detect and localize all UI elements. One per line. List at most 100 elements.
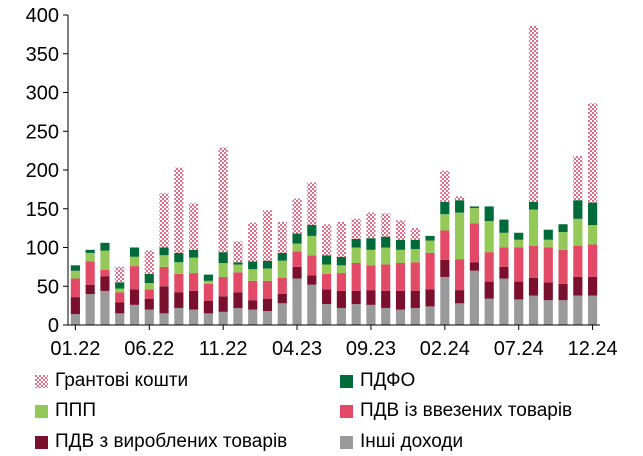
bar-segment-2-07.24 <box>514 247 524 282</box>
bar-segment-1-04.22 <box>115 302 125 314</box>
legend-label-other-income: Інші доходи <box>360 431 464 452</box>
bar-segment-0-08.22 <box>174 307 184 325</box>
bar-segment-0-06.24 <box>499 278 509 325</box>
bar-segment-1-04.23 <box>292 266 302 279</box>
bar-segment-4-10.23 <box>381 236 391 248</box>
bar-segment-4-07.22 <box>159 247 169 256</box>
bar-segment-1-03.22 <box>100 276 110 291</box>
bar-segment-4-09.22 <box>189 249 199 258</box>
x-tick-label: 11.22 <box>199 338 248 360</box>
legend-item-vat-produced: ПДВ з вироблених товарів <box>35 431 287 453</box>
bar-segment-0-06.22 <box>144 309 154 325</box>
bar-segment-0-09.23 <box>366 304 376 325</box>
bar-segment-0-12.23 <box>410 307 420 325</box>
bar-segment-0-07.23 <box>336 307 346 325</box>
bar-segment-2-04.22 <box>115 292 125 303</box>
bar-segment-5-03.24 <box>455 196 465 201</box>
bar-segment-3-11.23 <box>395 249 406 263</box>
bar-segment-3-01.24 <box>425 240 435 253</box>
bar-segment-2-09.24 <box>543 247 553 283</box>
bar-segment-3-08.22 <box>174 262 184 274</box>
bar-segment-5-04.23 <box>292 198 302 234</box>
bar-segment-1-05.23 <box>307 275 317 285</box>
bar-segment-0-05.23 <box>307 284 317 325</box>
bar-segment-2-10.23 <box>381 264 391 291</box>
bar-segment-0-02.23 <box>262 311 273 325</box>
bar-segment-5-11.23 <box>395 220 406 240</box>
bar-segment-0-06.23 <box>322 304 332 325</box>
bar-segment-4-02.22 <box>85 249 95 253</box>
bar-segment-1-10.23 <box>381 290 391 308</box>
bar-segment-4-11.24 <box>573 200 583 219</box>
bar-segment-4-08.24 <box>528 201 539 210</box>
legend-swatch-vat-imported <box>340 404 353 418</box>
bar-segment-5-01.23 <box>248 222 258 262</box>
bar-segment-3-12.24 <box>588 225 598 245</box>
bar-segment-5-03.23 <box>277 221 287 253</box>
bar-segment-4-07.24 <box>514 232 524 240</box>
bar-segment-3-04.23 <box>292 243 302 252</box>
bar-segment-4-06.24 <box>499 219 509 233</box>
bar-segment-0-12.24 <box>588 295 598 325</box>
bar-segment-5-08.23 <box>351 218 361 239</box>
bar-segment-2-05.24 <box>484 252 494 282</box>
bar-segment-3-10.23 <box>381 247 391 265</box>
bar-segment-1-09.23 <box>366 290 376 305</box>
bar-segment-5-05.23 <box>307 182 317 226</box>
bar-segment-4-12.22 <box>233 262 243 265</box>
bar-segment-2-07.22 <box>159 266 169 287</box>
bar-segment-2-03.23 <box>277 277 287 294</box>
bar-segment-3-02.22 <box>85 252 95 262</box>
bar-segment-5-07.23 <box>336 221 346 257</box>
bar-segment-3-08.24 <box>528 209 539 246</box>
bar-segment-2-02.22 <box>85 261 95 285</box>
bar-segment-2-06.23 <box>322 273 332 290</box>
y-tick-label: 0 <box>48 315 59 337</box>
y-tick-label: 400 <box>26 5 59 27</box>
bar-segment-3-09.22 <box>189 257 199 274</box>
bar-segment-3-02.23 <box>262 268 273 281</box>
bar-segment-4-05.24 <box>484 206 494 222</box>
bar-segment-2-12.23 <box>410 262 420 291</box>
bar-segment-3-12.22 <box>233 264 243 273</box>
bar-segment-2-05.23 <box>307 255 317 276</box>
bar-segment-5-02.23 <box>262 210 273 261</box>
bar-segment-1-12.24 <box>588 276 598 296</box>
bar-segment-4-11.22 <box>218 252 228 263</box>
legend-item-other-income: Інші доходи <box>340 431 463 453</box>
legend-label-grants: Грантові кошти <box>55 370 189 391</box>
bar-segment-2-11.22 <box>218 276 228 297</box>
bar-segment-1-02.24 <box>440 259 450 277</box>
bar-segment-2-07.23 <box>336 273 346 291</box>
bar-segment-2-12.22 <box>233 272 243 293</box>
bar-segment-3-04.24 <box>469 207 479 224</box>
bar-segment-5-04.22 <box>115 266 125 283</box>
legend-label-vat-produced: ПДВ з вироблених товарів <box>55 431 288 452</box>
bar-segment-4-12.23 <box>410 239 420 250</box>
y-tick-label: 300 <box>26 83 59 105</box>
bar-segment-5-11.24 <box>573 156 583 201</box>
bar-segment-1-10.22 <box>203 300 213 314</box>
bar-segment-0-10.24 <box>558 300 568 325</box>
bar-segment-0-10.22 <box>203 313 213 326</box>
bar-segment-2-09.22 <box>189 273 199 291</box>
bar-segment-2-08.24 <box>528 245 539 278</box>
bar-segment-0-03.23 <box>277 303 287 325</box>
bar-segment-2-06.24 <box>499 247 509 267</box>
bar-segment-5-11.22 <box>218 147 228 253</box>
bar-segment-2-11.23 <box>395 263 406 291</box>
bar-segment-1-12.22 <box>233 292 243 308</box>
x-tick-label: 12.24 <box>568 338 618 360</box>
bar-segment-4-09.23 <box>366 238 376 250</box>
bar-segment-1-08.22 <box>174 292 184 308</box>
bar-segment-2-10.22 <box>203 283 213 301</box>
bar-segment-4-03.23 <box>277 252 287 261</box>
bar-segment-5-09.23 <box>366 212 376 239</box>
legend-swatch-pdfo <box>340 374 353 388</box>
bar-segment-4-01.23 <box>248 261 258 270</box>
bar-segment-3-09.24 <box>543 239 553 248</box>
y-axis-ticks: 0 50 100 150 200 250 300 350 400 <box>26 5 68 337</box>
bar-segment-3-05.24 <box>484 221 494 253</box>
bar-segment-0-08.23 <box>351 304 361 325</box>
bar-segment-2-03.24 <box>455 259 465 291</box>
